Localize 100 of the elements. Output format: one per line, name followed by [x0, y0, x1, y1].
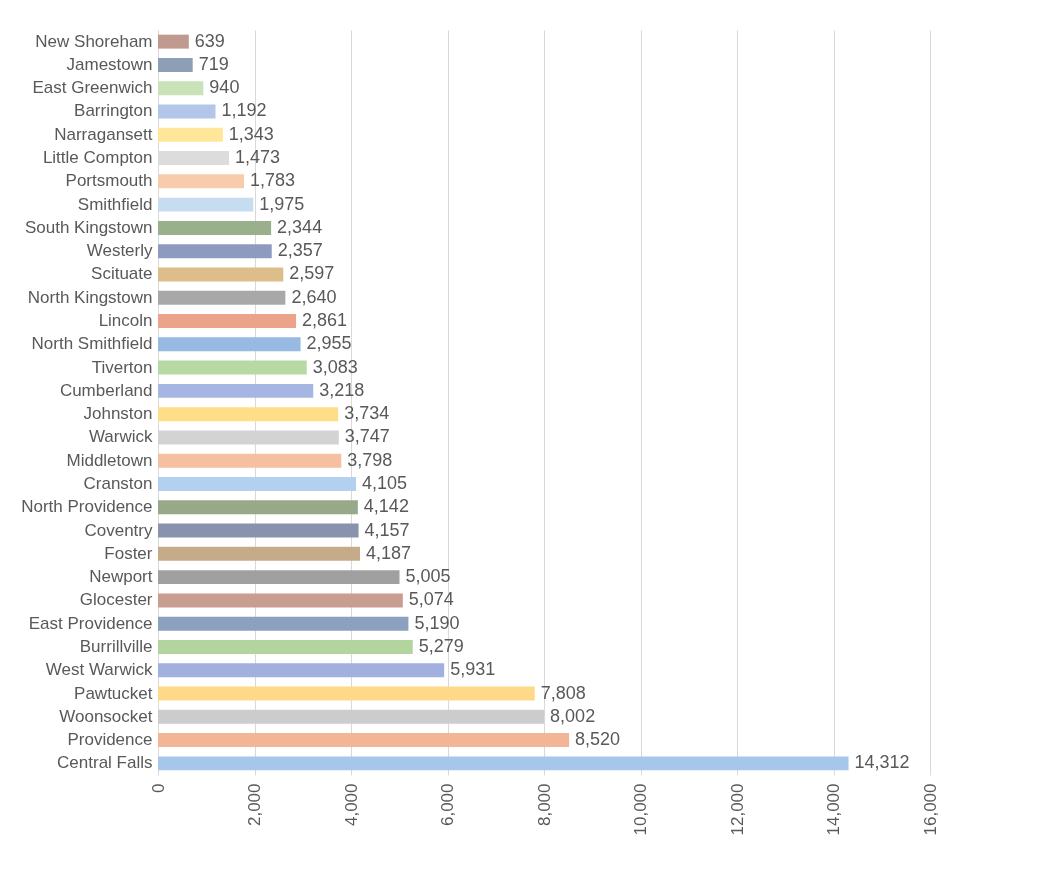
bar [158, 407, 339, 422]
data-label: 3,734 [344, 403, 390, 424]
bar [158, 267, 284, 282]
data-label: 1,473 [235, 147, 281, 168]
y-tick-label: Westerly [86, 241, 153, 261]
y-tick-label: Jamestown [66, 54, 153, 74]
x-tick-label: 6,000 [438, 783, 457, 827]
bar [158, 453, 342, 468]
data-label: 2,597 [289, 263, 335, 284]
bar [158, 709, 545, 724]
bar [158, 104, 216, 119]
data-label: 5,190 [414, 612, 460, 633]
data-label: 4,142 [363, 496, 409, 517]
y-tick-label: North Kingstown [27, 287, 153, 307]
bar [158, 616, 409, 631]
bar [158, 593, 403, 608]
bar [158, 639, 413, 654]
y-tick-label: Little Compton [42, 148, 153, 168]
y-tick-label: North Smithfield [31, 334, 153, 354]
x-tick-label: 16,000 [920, 783, 940, 836]
y-tick-label: Providence [67, 730, 153, 750]
data-label: 940 [209, 77, 240, 98]
data-label: 3,218 [319, 379, 365, 400]
data-label: 719 [198, 53, 229, 74]
y-tick-label: Coventry [84, 520, 153, 540]
bar [158, 570, 400, 585]
y-tick-label: Foster [104, 543, 153, 563]
x-tick-label: 10,000 [631, 783, 650, 836]
data-label: 5,279 [418, 635, 464, 656]
data-label: 3,798 [347, 449, 393, 470]
x-tick-label: 4,000 [341, 783, 361, 827]
bar [158, 500, 358, 515]
y-tick-label: Scituate [91, 264, 153, 284]
y-tick-label: Narragansett [54, 124, 153, 144]
y-tick-label: Johnston [83, 404, 153, 424]
bar [158, 174, 245, 189]
x-tick-label: 12,000 [727, 783, 747, 836]
data-label: 2,640 [291, 286, 337, 307]
bar [158, 337, 301, 352]
bar [158, 477, 357, 491]
bar [158, 523, 359, 538]
y-tick-label: East Providence [28, 613, 153, 633]
y-tick-label: Smithfield [77, 194, 153, 214]
bar [158, 546, 361, 561]
bar [158, 663, 445, 678]
bar [158, 34, 189, 49]
data-label: 7,808 [540, 682, 586, 703]
data-label: 8,520 [575, 729, 621, 750]
bar [158, 57, 193, 72]
data-label: 2,357 [277, 240, 323, 261]
y-tick-label: East Greenwich [32, 78, 153, 98]
data-label: 14,312 [854, 752, 910, 773]
data-label: 5,931 [450, 659, 496, 680]
y-tick-label: Middletown [66, 450, 153, 470]
bar [158, 127, 223, 142]
data-label: 4,157 [364, 519, 410, 540]
data-label: 2,344 [277, 216, 323, 237]
data-label: 5,074 [408, 589, 454, 610]
y-tick-label: North Providence [21, 497, 153, 517]
y-tick-label: Tiverton [91, 357, 153, 377]
y-tick-label: New Shoreham [35, 31, 153, 51]
bar [158, 197, 254, 212]
data-label: 3,747 [344, 426, 390, 447]
bar [158, 290, 286, 305]
y-tick-label: Glocester [79, 590, 153, 610]
data-label: 1,783 [250, 170, 296, 191]
data-label: 1,192 [221, 100, 267, 121]
y-tick-label: West Warwick [45, 660, 153, 680]
bar [158, 314, 297, 328]
y-tick-label: Newport [89, 567, 153, 587]
data-label: 1,975 [259, 193, 305, 214]
y-tick-label: Portsmouth [65, 171, 153, 191]
x-tick-label: 8,000 [534, 783, 554, 827]
y-tick-label: Pawtucket [74, 683, 153, 703]
x-tick-label: 14,000 [824, 783, 843, 836]
bar [158, 383, 314, 398]
bar [158, 756, 849, 771]
y-tick-label: Cumberland [59, 380, 153, 400]
y-tick-label: Woonsocket [59, 706, 153, 726]
y-tick-label: Warwick [88, 427, 153, 447]
y-tick-label: Lincoln [98, 311, 153, 331]
data-label: 1,343 [228, 123, 274, 144]
x-tick-label: 2,000 [245, 783, 264, 827]
data-label: 4,105 [362, 472, 408, 493]
data-label: 8,002 [550, 705, 596, 726]
data-label: 2,861 [302, 310, 348, 331]
bar [158, 244, 272, 259]
bar [158, 686, 535, 701]
y-tick-label: Central Falls [57, 753, 153, 773]
data-label: 5,005 [405, 566, 451, 587]
y-tick-label: Burrillville [79, 636, 153, 656]
bar [158, 81, 204, 96]
data-label: 3,083 [312, 356, 358, 377]
x-tick-label: 0 [148, 783, 168, 793]
bar [158, 733, 570, 748]
data-label: 2,955 [306, 333, 352, 354]
bar [158, 220, 272, 235]
data-label: 4,187 [366, 542, 412, 563]
bar [158, 360, 307, 375]
data-label: 639 [194, 30, 225, 51]
